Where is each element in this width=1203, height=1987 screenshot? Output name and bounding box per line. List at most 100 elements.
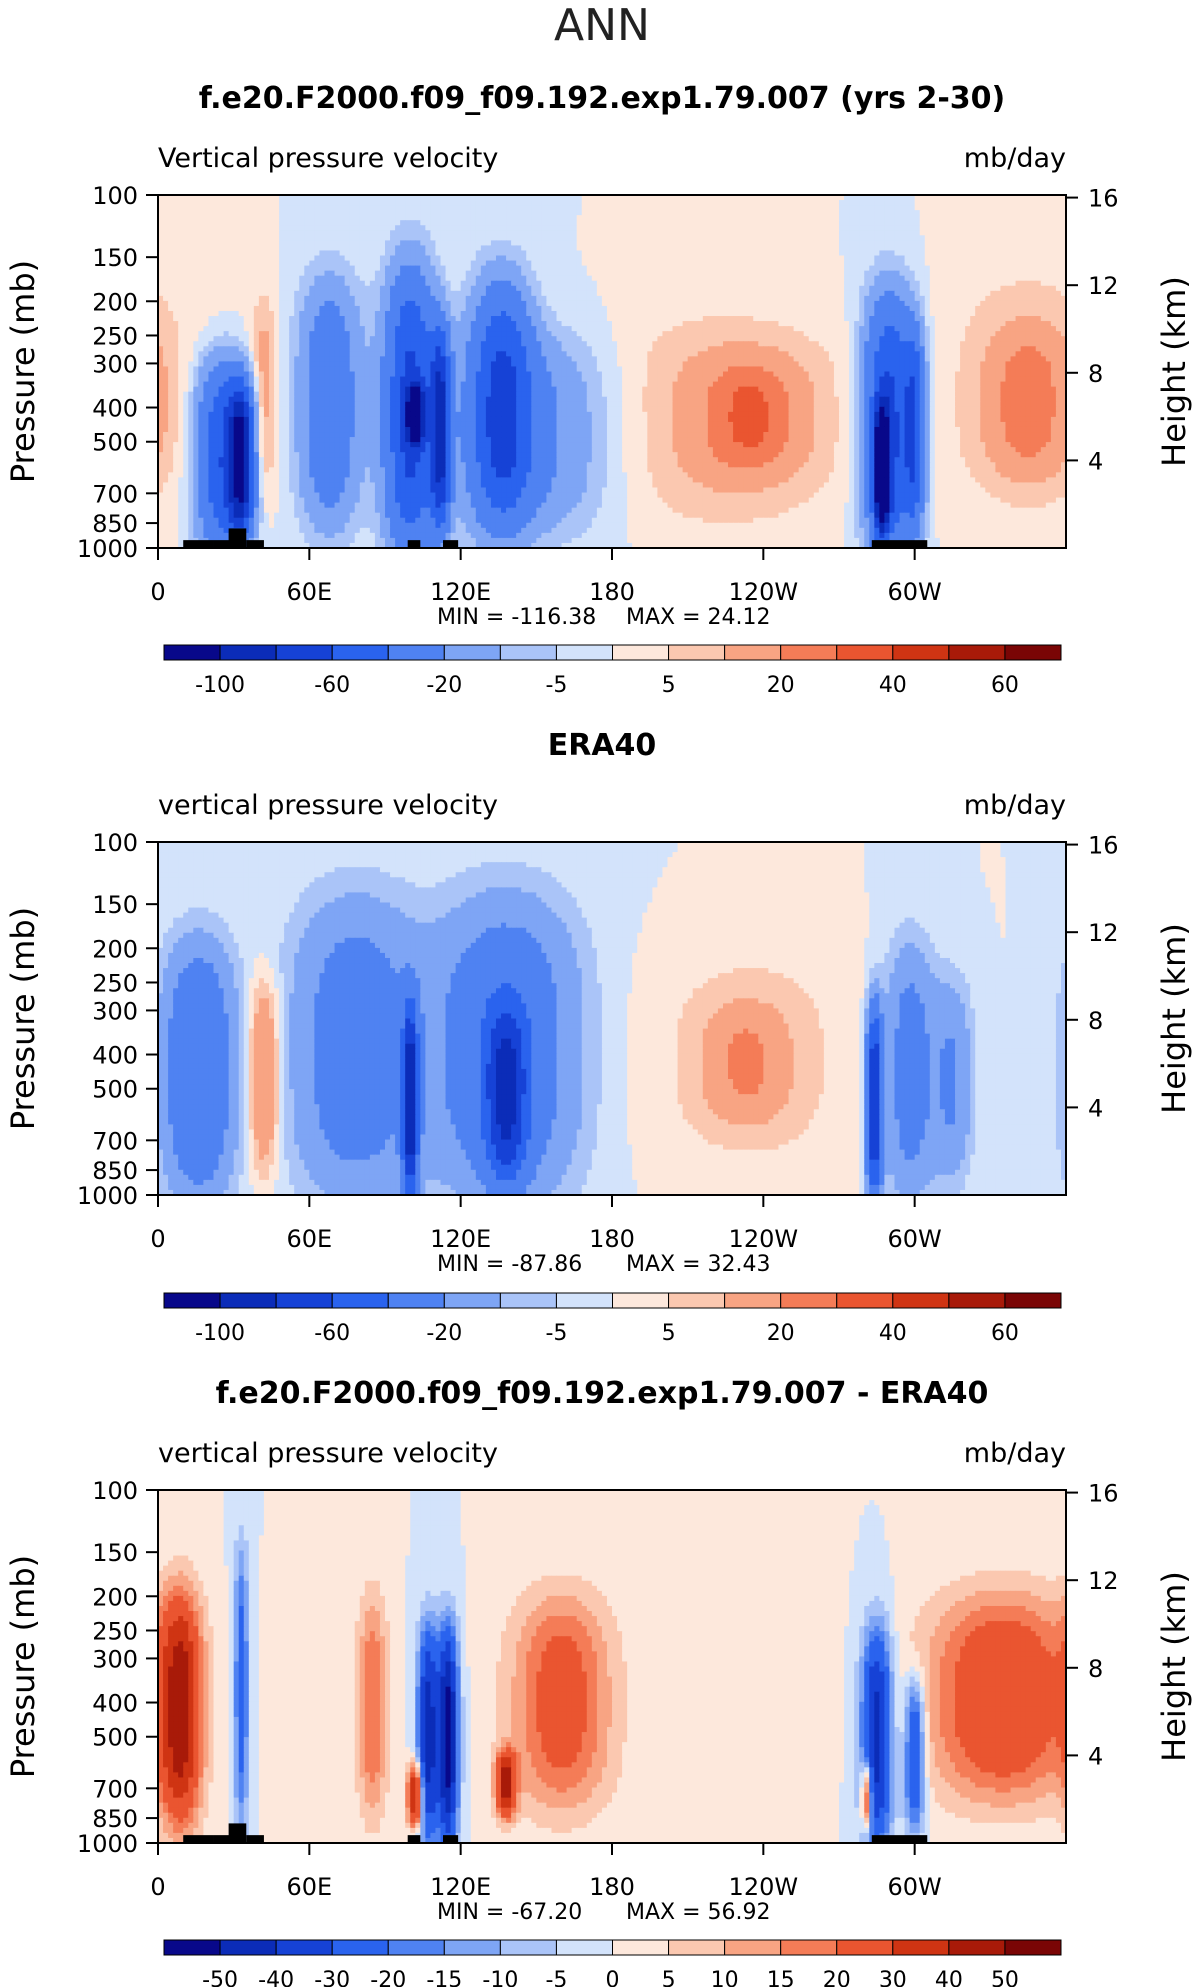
contour-cell bbox=[248, 305, 255, 312]
contour-cell bbox=[546, 200, 553, 206]
contour-cell bbox=[778, 300, 785, 307]
contour-cell bbox=[369, 200, 376, 206]
contour-cell bbox=[899, 240, 906, 247]
contour-cell bbox=[929, 285, 936, 292]
contour-cell bbox=[929, 250, 936, 257]
contour-cell bbox=[864, 326, 870, 332]
contour-cell bbox=[410, 326, 416, 332]
contour-cell bbox=[440, 205, 447, 211]
contour-cell bbox=[687, 220, 694, 226]
contour-cell bbox=[1005, 205, 1012, 211]
contour-cell bbox=[415, 326, 421, 332]
contour-cell bbox=[1060, 290, 1067, 297]
contour-cell bbox=[748, 200, 754, 206]
contour-cell bbox=[773, 245, 780, 252]
contour-cell bbox=[677, 210, 684, 216]
contour-cell bbox=[1050, 195, 1057, 201]
contour-cell bbox=[263, 250, 270, 257]
contour-cell bbox=[253, 310, 260, 317]
contour-cell bbox=[521, 295, 527, 302]
contour-cell bbox=[773, 295, 780, 302]
contour-cell bbox=[849, 220, 855, 226]
contour-cell bbox=[561, 205, 568, 211]
contour-cell bbox=[188, 210, 194, 216]
contour-cell bbox=[869, 205, 875, 211]
contour-cell bbox=[1000, 280, 1007, 287]
contour-cell bbox=[369, 305, 376, 312]
contour-cell bbox=[813, 290, 820, 297]
contour-cell bbox=[813, 225, 820, 231]
contour-cell bbox=[430, 285, 437, 292]
contour-cell bbox=[793, 321, 800, 327]
contour-cell bbox=[975, 300, 981, 307]
contour-cell bbox=[475, 295, 482, 302]
contour-cell bbox=[581, 215, 588, 221]
contour-cell bbox=[480, 265, 487, 272]
contour-cell bbox=[521, 245, 527, 252]
contour-cell bbox=[571, 240, 578, 247]
contour-cell bbox=[228, 290, 235, 297]
contour-cell bbox=[758, 200, 764, 206]
contour-cell bbox=[274, 300, 280, 307]
contour-cell bbox=[490, 220, 497, 226]
contour-cell bbox=[158, 300, 164, 307]
contour-cell bbox=[722, 215, 729, 221]
contour-cell bbox=[657, 225, 664, 231]
contour-cell bbox=[854, 205, 860, 211]
contour-cell bbox=[682, 225, 689, 231]
contour-cell bbox=[263, 316, 270, 322]
contour-cell bbox=[1005, 225, 1012, 231]
contour-cell bbox=[622, 215, 628, 221]
contour-cell bbox=[203, 295, 210, 302]
contour-cell bbox=[909, 220, 916, 226]
contour-cell bbox=[627, 245, 633, 252]
contour-cell bbox=[849, 295, 855, 302]
contour-cell bbox=[738, 285, 744, 292]
contour-cell bbox=[435, 215, 442, 221]
contour-cell bbox=[268, 280, 275, 287]
contour-cell bbox=[753, 305, 759, 312]
contour-cell bbox=[425, 240, 431, 247]
contour-cell bbox=[773, 326, 780, 332]
contour-cell bbox=[662, 230, 669, 236]
contour-cell bbox=[768, 200, 775, 206]
contour-cell bbox=[410, 215, 416, 221]
contour-cell bbox=[485, 270, 492, 277]
contour-cell bbox=[253, 265, 260, 272]
contour-cell bbox=[1060, 321, 1067, 327]
contour-cell bbox=[420, 295, 426, 302]
contour-cell bbox=[324, 235, 331, 241]
contour-cell bbox=[485, 195, 492, 201]
contour-cell bbox=[470, 205, 477, 211]
contour-cell bbox=[813, 280, 820, 287]
contour-cell bbox=[581, 195, 588, 201]
contour-cell bbox=[783, 220, 790, 226]
contour-cell bbox=[274, 280, 280, 287]
contour-cell bbox=[990, 210, 996, 216]
contour-cell bbox=[445, 280, 452, 287]
contour-cell bbox=[268, 310, 275, 317]
contour-cell bbox=[738, 295, 744, 302]
contour-cell bbox=[793, 195, 800, 201]
contour-cell bbox=[647, 326, 653, 332]
contour-cell bbox=[485, 285, 492, 292]
contour-cell bbox=[329, 310, 336, 317]
contour-cell bbox=[823, 295, 830, 302]
contour-cell bbox=[798, 215, 805, 221]
contour-cell bbox=[344, 270, 351, 277]
contour-cell bbox=[1010, 326, 1017, 332]
contour-cell bbox=[995, 321, 1002, 327]
contour-cell bbox=[919, 300, 926, 307]
contour-cell bbox=[420, 326, 426, 332]
contour-cell bbox=[1030, 310, 1037, 317]
contour-cell bbox=[405, 210, 411, 216]
contour-cell bbox=[541, 250, 548, 257]
contour-cell bbox=[808, 300, 815, 307]
contour-cell bbox=[687, 305, 694, 312]
contour-cell bbox=[980, 321, 986, 327]
contour-cell bbox=[581, 316, 588, 322]
contour-cell bbox=[632, 305, 638, 312]
contour-cell bbox=[798, 326, 805, 332]
contour-cell bbox=[163, 285, 169, 292]
contour-cell bbox=[248, 290, 255, 297]
